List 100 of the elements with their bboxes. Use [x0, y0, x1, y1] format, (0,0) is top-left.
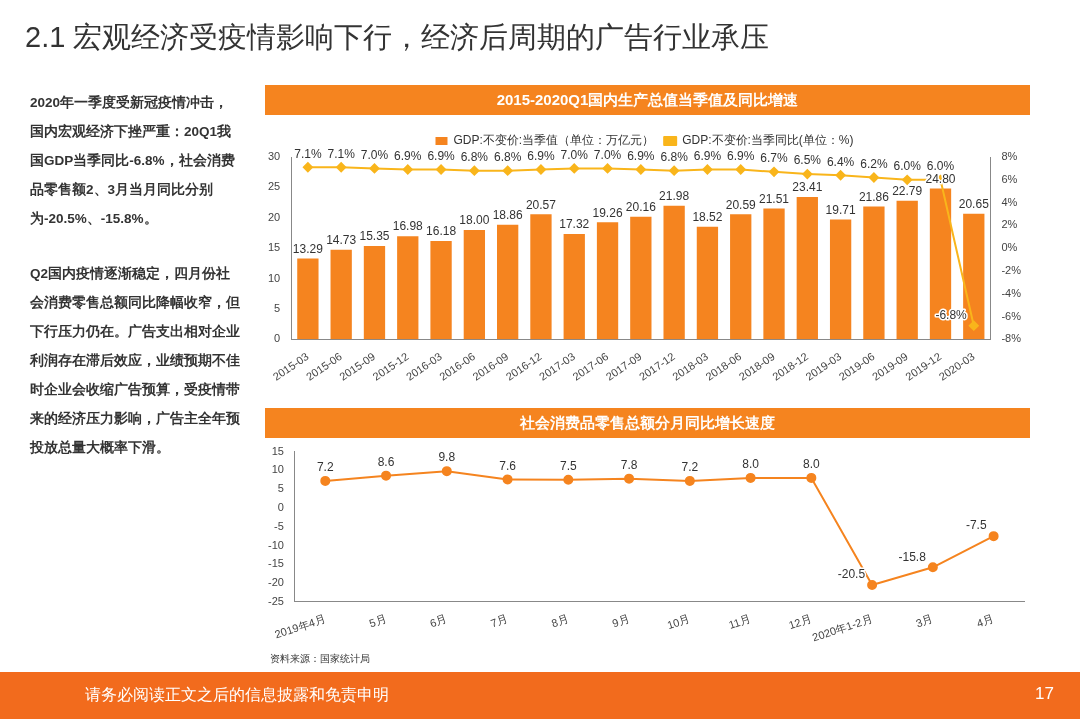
data-label: 20.57: [525, 197, 557, 212]
data-label: 18.86: [492, 208, 523, 223]
legend-label: GDP:不变价:当季值（单位：万亿元）: [453, 133, 655, 148]
point: [635, 164, 646, 175]
x-tick-label: 11月: [727, 612, 753, 631]
chart-title: 2015-2020Q1国内生产总值当季值及同比增速: [265, 85, 1030, 115]
data-label: 13.29: [292, 241, 324, 256]
bar: [497, 224, 519, 340]
data-label: 6.0%: [926, 159, 955, 174]
x-tick-label: 2019年4月: [273, 612, 327, 641]
data-label: 16.18: [426, 224, 457, 239]
x-tick-label: 7月: [489, 612, 510, 630]
data-label: 7.0%: [593, 147, 622, 162]
data-label: 7.0%: [360, 147, 389, 162]
point: [927, 562, 938, 573]
text: 17: [1035, 684, 1054, 704]
data-label: 7.2: [681, 460, 699, 475]
y-tick-label: 15: [271, 444, 284, 457]
point: [602, 163, 613, 174]
data-label: 6.2%: [860, 156, 888, 171]
y-tick-label: 5: [277, 482, 284, 495]
y-tick-label: -20: [267, 576, 284, 589]
bar: [463, 229, 486, 340]
point: [369, 163, 380, 174]
bar: [696, 226, 719, 340]
data-label: 6.9%: [727, 148, 755, 163]
data-label: 7.0%: [560, 147, 589, 162]
y-tick-label: 0: [274, 332, 281, 345]
bar: [330, 249, 352, 340]
point: [402, 164, 413, 175]
point: [684, 475, 695, 486]
y2-tick-label: -6%: [1001, 309, 1022, 322]
data-label: -15.8: [898, 549, 927, 564]
point: [624, 473, 635, 484]
text: Q2国内疫情逐渐稳定，四月份社会消费零售总额同比降幅收窄，但下行压力仍在。广告支出相对企业利润存在滞后效应，业绩预期不佳时企业会收缩广告预算，受疫情带来的经济压力影响，广告主全年预投放总量大概率下滑。: [30, 265, 241, 457]
y-tick-label: 30: [267, 150, 281, 163]
bar: [730, 214, 752, 340]
x-tick-label: 3月: [914, 612, 935, 630]
point: [806, 472, 817, 483]
point: [802, 169, 813, 180]
data-label: 6.9%: [394, 148, 422, 163]
data-label: 7.1%: [294, 146, 322, 161]
bar: [863, 206, 885, 340]
text: 资料来源：国家统计局: [270, 652, 370, 666]
point: [902, 174, 913, 185]
data-label: 6.9%: [693, 148, 722, 163]
bar: [297, 258, 319, 340]
data-label: 6.8%: [493, 149, 522, 164]
text: 2.1 宏观经济受疫情影响下行，经济后周期的广告行业承压: [25, 20, 770, 55]
y-tick-label: 0: [277, 500, 284, 513]
data-label: 7.1%: [327, 146, 356, 161]
point: [868, 172, 879, 183]
data-label: 7.6: [499, 458, 517, 473]
x-tick-label: 8月: [549, 612, 570, 630]
y2-tick-label: -2%: [1001, 264, 1022, 277]
x-tick-label: 4月: [975, 612, 996, 630]
data-label: 7.2: [316, 460, 334, 475]
data-label: 7.8: [620, 457, 638, 472]
point: [769, 166, 780, 177]
y-tick-label: 5: [274, 302, 281, 314]
data-label: 20.59: [725, 197, 757, 212]
y-tick-label: 15: [267, 241, 281, 254]
bar: [363, 246, 386, 340]
data-label: 23.41: [792, 180, 823, 195]
y2-tick-label: -4%: [1001, 286, 1022, 299]
bar: [397, 236, 419, 340]
data-label: 7.5: [559, 459, 577, 474]
chart-title: 社会消费品零售总额分月同比增长速度: [265, 408, 1030, 438]
x-tick-label: 12月: [787, 612, 813, 632]
bar: [663, 205, 685, 340]
point: [535, 164, 546, 175]
data-label: 18.52: [692, 210, 723, 225]
bar: [796, 197, 818, 340]
bar: [430, 241, 452, 340]
x-tick-label: 5月: [367, 612, 388, 630]
y2-tick-label: 4%: [1001, 195, 1018, 208]
y-tick-label: -10: [267, 538, 284, 551]
point: [669, 165, 680, 176]
point: [702, 164, 713, 175]
legend-label: GDP:不变价:当季同比(单位：%): [682, 133, 854, 148]
point: [336, 162, 347, 173]
data-label: 6.8%: [460, 149, 489, 164]
point: [735, 164, 746, 175]
y-tick-label: 25: [267, 180, 281, 193]
x-tick-label: 2020年1-2月: [810, 612, 874, 644]
data-label: 9.8: [438, 450, 456, 465]
bar: [530, 214, 552, 340]
y-tick-label: -5: [274, 519, 284, 532]
data-label: 16.98: [392, 219, 424, 234]
bar: [630, 216, 652, 340]
point: [968, 320, 979, 331]
data-label: -7.5: [965, 518, 987, 533]
data-label: 6.5%: [793, 153, 822, 168]
data-label: 8.0: [742, 457, 760, 472]
data-label: 22.79: [892, 184, 923, 199]
data-label: 21.98: [659, 189, 690, 204]
text: 2020年一季度受新冠疫情冲击，国内宏观经济下挫严重：20Q1我国GDP当季同比-6.8%，社会消费品零售额2、3月当月同比分别为-20.5%、-15.8%。: [30, 94, 236, 228]
point: [441, 466, 452, 477]
data-label: 6.0%: [893, 159, 922, 174]
data-label: 21.51: [759, 191, 790, 206]
